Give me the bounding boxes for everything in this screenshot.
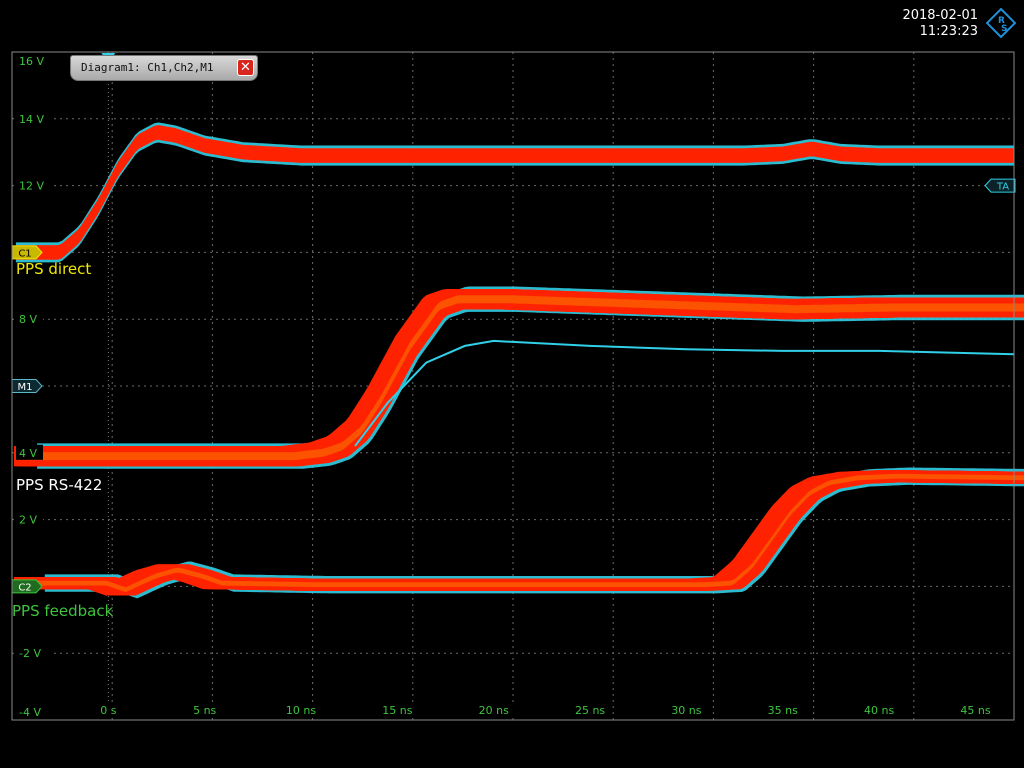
timestamp: 2018-02-01 11:23:23 [902, 8, 978, 40]
trace-persistence [35, 289, 1024, 467]
x-tick-label: 40 ns [858, 703, 900, 718]
tick-labels: 16 V 14 V 12 V 8 V 4 V 2 V -2 V -4 V 0 s 5 ns 10 n… [16, 53, 996, 719]
trace-outlier-line [354, 339, 1015, 447]
svg-text:-4 V: -4 V [19, 706, 41, 719]
series-pps-feedback [13, 467, 1024, 599]
svg-text:15 ns: 15 ns [382, 704, 412, 717]
plot-frame [11, 51, 1015, 721]
series-pps-direct [15, 122, 1014, 263]
series-pps-rs-422-outlier [354, 339, 1015, 447]
close-icon[interactable]: ✕ [237, 59, 254, 76]
x-tick-label: 35 ns [762, 703, 804, 718]
diagram-tab[interactable]: Diagram1: Ch1,Ch2,M1 ✕ [70, 55, 258, 81]
marker-c1[interactable]: C1 [11, 245, 43, 260]
x-tick-label: 30 ns [665, 703, 707, 718]
x-tick-label: 15 ns [376, 703, 418, 718]
logo-letter-r: R [998, 16, 1005, 26]
y-tick-label: 14 V [16, 110, 50, 126]
y-tick-label: -2 V [16, 645, 50, 661]
marker-c2[interactable]: C2 [11, 579, 43, 594]
svg-text:8 V: 8 V [19, 313, 37, 326]
svg-text:20 ns: 20 ns [479, 704, 509, 717]
y-tick-label: 16 V [16, 53, 50, 68]
svg-text:TA: TA [996, 182, 1009, 193]
svg-text:16 V: 16 V [19, 55, 44, 68]
series-pps-rs-422 [13, 286, 1024, 469]
x-tick-label: 25 ns [569, 703, 611, 718]
svg-text:10 ns: 10 ns [286, 704, 316, 717]
svg-text:0 s: 0 s [100, 704, 116, 717]
svg-text:35 ns: 35 ns [768, 704, 798, 717]
svg-text:-2 V: -2 V [19, 647, 41, 660]
marker-ta[interactable]: TA [984, 178, 1016, 193]
y-tick-label: 4 V [16, 444, 43, 460]
trace-label-pps-feedback: PPS feedback [12, 602, 114, 620]
marker-m1[interactable]: M1 [11, 379, 43, 394]
x-tick-label: 10 ns [280, 703, 322, 718]
svg-text:C2: C2 [18, 582, 31, 593]
svg-text:12 V: 12 V [19, 180, 44, 193]
svg-text:2 V: 2 V [19, 514, 37, 527]
logo-letter-s: S [1001, 24, 1007, 34]
x-tick-label: 5 ns [187, 703, 222, 718]
rohde-schwarz-logo: R S [986, 8, 1016, 38]
x-tick-label: 20 ns [473, 703, 515, 718]
y-tick-label: 2 V [16, 511, 43, 527]
y-tick-label: 12 V [16, 177, 50, 193]
waveform-traces [13, 122, 1024, 599]
trace-label-pps-rs422: PPS RS-422 [16, 476, 103, 494]
x-tick-label: 0 s [94, 703, 122, 718]
svg-text:C1: C1 [18, 248, 31, 259]
svg-text:14 V: 14 V [19, 113, 44, 126]
date-text: 2018-02-01 [902, 8, 978, 23]
time-text: 11:23:23 [919, 24, 978, 39]
svg-text:25 ns: 25 ns [575, 704, 605, 717]
svg-text:5 ns: 5 ns [193, 704, 216, 717]
y-tick-label: 8 V [16, 311, 43, 327]
svg-text:40 ns: 40 ns [864, 704, 894, 717]
diagram-tab-label: Diagram1: Ch1,Ch2,M1 [81, 61, 214, 74]
svg-text:M1: M1 [18, 382, 33, 393]
svg-text:45 ns: 45 ns [960, 704, 990, 717]
trace-persistence [15, 125, 1014, 260]
y-tick-label: -4 V [16, 703, 50, 719]
trace-persistence [42, 470, 1024, 596]
svg-text:4 V: 4 V [19, 447, 37, 460]
trace-label-pps-direct: PPS direct [16, 260, 92, 278]
x-tick-label: 45 ns [954, 703, 996, 718]
svg-text:30 ns: 30 ns [671, 704, 701, 717]
